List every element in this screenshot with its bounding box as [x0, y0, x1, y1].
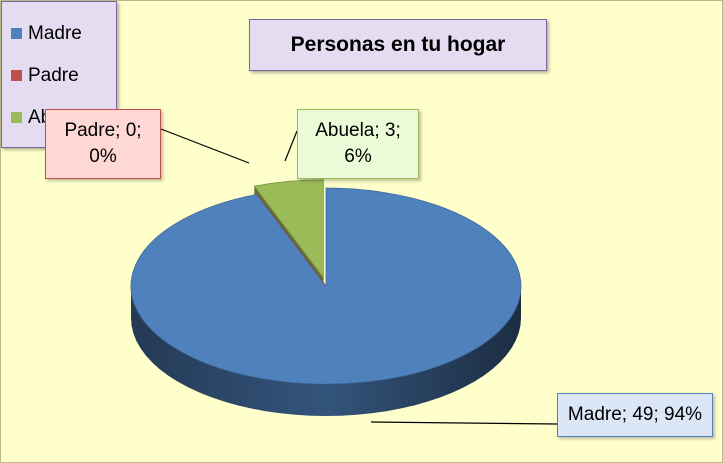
legend-item: Madre: [11, 23, 82, 45]
leader-line: [284, 130, 298, 162]
pie-slice: [130, 187, 522, 385]
pie-side: [131, 286, 521, 416]
legend-label: Madre: [28, 23, 82, 44]
legend-swatch: [11, 28, 22, 39]
legend-swatch: [11, 112, 22, 123]
data-label: Madre; 49; 94%: [557, 393, 713, 437]
data-label: Abuela; 3; 6%: [297, 109, 419, 179]
legend-item: Padre: [11, 65, 79, 87]
legend-label: Padre: [28, 65, 79, 86]
pie-slice: [253, 179, 324, 279]
leader-line: [370, 421, 558, 425]
data-label: Padre; 0; 0%: [45, 109, 161, 179]
legend-swatch: [11, 70, 22, 81]
chart-title: Personas en tu hogar: [249, 19, 547, 71]
leader-line: [160, 128, 250, 164]
